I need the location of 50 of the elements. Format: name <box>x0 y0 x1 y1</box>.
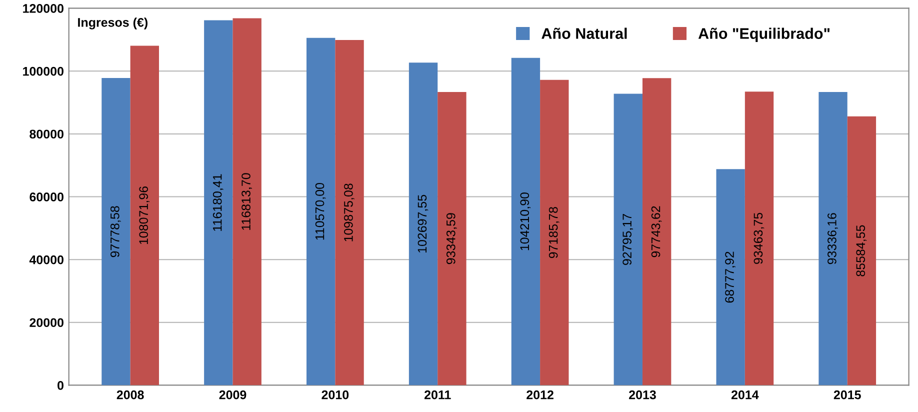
data-label: 102697,55 <box>418 194 428 252</box>
bar <box>130 46 159 386</box>
bar <box>335 40 364 386</box>
bar <box>204 20 233 386</box>
bar <box>102 78 130 386</box>
y-axis-title: Ingresos (€) <box>78 18 148 30</box>
bar <box>232 18 262 386</box>
data-label: 93463,75 <box>754 212 764 264</box>
x-tick-label: 2014 <box>731 390 759 400</box>
bar <box>847 116 876 386</box>
data-label: 116813,70 <box>242 173 252 230</box>
data-label: 97185,78 <box>548 207 560 258</box>
bar <box>306 38 336 386</box>
x-tick-label: 2012 <box>526 390 554 400</box>
y-tick-label: 100000 <box>23 66 64 76</box>
data-label: 104210,90 <box>520 192 531 250</box>
bar <box>818 92 848 386</box>
y-tick-label: 120000 <box>23 4 64 13</box>
data-label: 68777,92 <box>725 252 736 303</box>
bar <box>642 78 672 386</box>
bar <box>511 58 540 386</box>
bar <box>408 62 438 386</box>
data-label: 116180,41 <box>212 174 224 231</box>
y-tick-label: 0 <box>58 381 64 390</box>
bar <box>744 92 774 386</box>
x-tick-label: 2009 <box>219 390 246 400</box>
data-label: 109875,08 <box>344 184 354 242</box>
bar <box>716 169 745 386</box>
x-tick-label: 2010 <box>322 390 349 400</box>
x-tick-label: 2011 <box>424 390 451 400</box>
y-tick-label: 20000 <box>30 318 64 328</box>
bar <box>540 80 569 386</box>
y-tick-label: 60000 <box>30 192 64 202</box>
data-label: 92795,17 <box>622 214 633 265</box>
data-label: 110570,00 <box>315 182 326 240</box>
y-tick-label: 80000 <box>30 130 64 139</box>
bar <box>614 94 642 386</box>
x-tick-label: 2013 <box>629 390 656 400</box>
bar <box>438 92 466 386</box>
data-label: 108071,96 <box>139 186 150 244</box>
x-tick-label: 2015 <box>834 390 861 400</box>
data-label: 97743,62 <box>651 206 662 258</box>
data-label: 97778,58 <box>110 206 121 258</box>
data-label: 93336,16 <box>828 213 838 264</box>
y-tick-label: 40000 <box>29 255 64 264</box>
data-label: 85584,55 <box>856 225 867 276</box>
legend-label: Año "Equilibrado" <box>698 28 830 42</box>
data-label: 93343,59 <box>446 213 457 264</box>
legend-label: Año Natural <box>542 28 627 39</box>
x-tick-label: 2008 <box>116 390 144 400</box>
